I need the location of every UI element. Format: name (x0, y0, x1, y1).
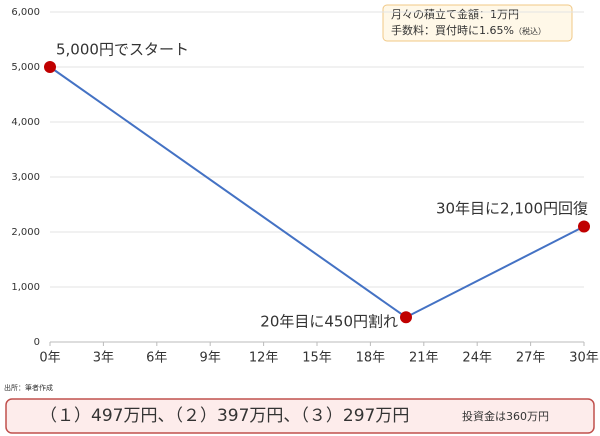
x-tick-label: 3年 (93, 351, 114, 366)
x-tick-label: 12年 (249, 351, 279, 366)
marker (578, 220, 590, 233)
y-tick-label: 3,000 (11, 172, 40, 183)
annotation: 20年目に450円割れ (260, 313, 398, 331)
note-line: 手数料：買付時に1.65%（税込） (391, 23, 546, 37)
footer-results: （１）497万円、（２）397万円、（３）297万円 (40, 406, 409, 426)
x-tick-label: 6年 (146, 351, 167, 366)
y-tick-label: 5,000 (11, 62, 40, 73)
x-tick-label: 15年 (302, 351, 332, 366)
footer-box (5, 398, 595, 434)
y-tick-label: 4,000 (11, 117, 40, 128)
note-text: 手数料：買付時に1.65% (391, 23, 514, 37)
marker (44, 61, 56, 73)
x-tick-label: 27年 (516, 351, 546, 366)
marker (400, 311, 412, 324)
y-tick-label: 2,000 (11, 227, 40, 238)
footer-investment: 投資金は360万円 (462, 409, 549, 423)
x-tick-label: 24年 (462, 351, 492, 366)
y-tick-label: 6,000 (11, 7, 40, 18)
annotation: 5,000円でスタート (56, 41, 189, 59)
note-suffix: （税込） (514, 26, 546, 36)
line (49, 66, 585, 319)
x-tick-label: 9年 (200, 351, 221, 366)
x-tick-label: 18年 (356, 351, 386, 366)
x-tick-label: 21年 (409, 351, 439, 366)
y-tick-label: 0 (34, 337, 40, 348)
y-tick-label: 1,000 (11, 282, 40, 293)
annotation: 30年目に2,100円回復 (436, 200, 588, 218)
source: 出所：筆者作成 (4, 383, 53, 392)
x-tick-label: 0年 (39, 351, 60, 366)
x-tick-label: 30年 (569, 351, 599, 366)
note-line: 月々の積立て金額：1万円 (391, 7, 519, 21)
note-box (382, 4, 573, 42)
